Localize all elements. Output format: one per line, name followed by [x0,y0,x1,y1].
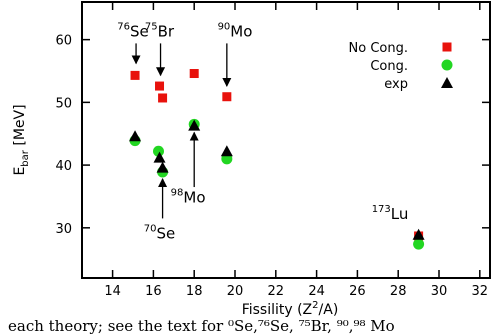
data-point-square [189,69,199,79]
legend-marker-circle [441,59,453,71]
data-point-square [130,70,140,80]
isotope-label: 76Se [117,22,148,41]
legend-label: Cong. [370,59,408,74]
x-axis-label: Fissility (Z2/A) [242,300,339,318]
data-point-square [222,92,232,102]
x-tick-label: 26 [349,284,366,299]
scatter-chart: 14 16 18 20 22 24 26 28 30 32 30 40 50 60 Ebar [MeV]… [12,1,491,318]
x-tick-label: 16 [145,284,162,299]
x-tick-label: 22 [268,284,285,299]
y-tick-label: 60 [55,34,72,49]
data-point-triangle [156,161,169,173]
data-point-square [158,93,168,103]
data-point-square [155,81,165,91]
data-point-triangle [412,228,425,240]
x-tick-label: 24 [308,284,325,299]
data-point-triangle [153,151,166,163]
data-point-triangle [129,130,142,142]
isotope-label: 90Mo [218,22,253,41]
x-tick-label: 30 [431,284,448,299]
isotope-label: 173Lu [372,204,409,223]
x-tick-label: 18 [186,284,203,299]
x-tick-label: 28 [390,284,407,299]
data-point-circle [413,238,425,250]
y-tick-label: 40 [55,159,72,174]
legend-label: exp [384,77,408,92]
isotope-label: 75Br [145,22,175,41]
axis-ticks [82,2,490,278]
plot-frame [81,1,491,279]
x-tick-label: 32 [472,284,489,299]
legend: No Cong. Cong. exp [349,41,453,92]
legend-label: No Cong. [349,41,408,56]
figure-caption: each theory; see the text for ⁰Se,⁷⁶Se, … [8,319,395,335]
y-axis-label: Ebar [MeV] [12,104,31,175]
data-point-triangle [188,119,201,131]
legend-marker-square [442,42,452,52]
y-tick-labels: 30 40 50 60 [55,34,72,237]
data-point-circle [153,145,164,157]
y-tick-label: 50 [55,96,72,111]
x-tick-labels: 14 16 18 20 22 24 26 28 30 32 [104,284,488,299]
data-points [129,69,425,250]
isotope-label: 70Se [144,223,175,242]
data-point-triangle [220,145,233,157]
legend-marker-triangle [441,77,453,88]
x-tick-label: 20 [227,284,244,299]
x-tick-label: 14 [104,284,121,299]
isotope-label: 98Mo [171,188,206,207]
y-tick-label: 30 [55,222,72,237]
